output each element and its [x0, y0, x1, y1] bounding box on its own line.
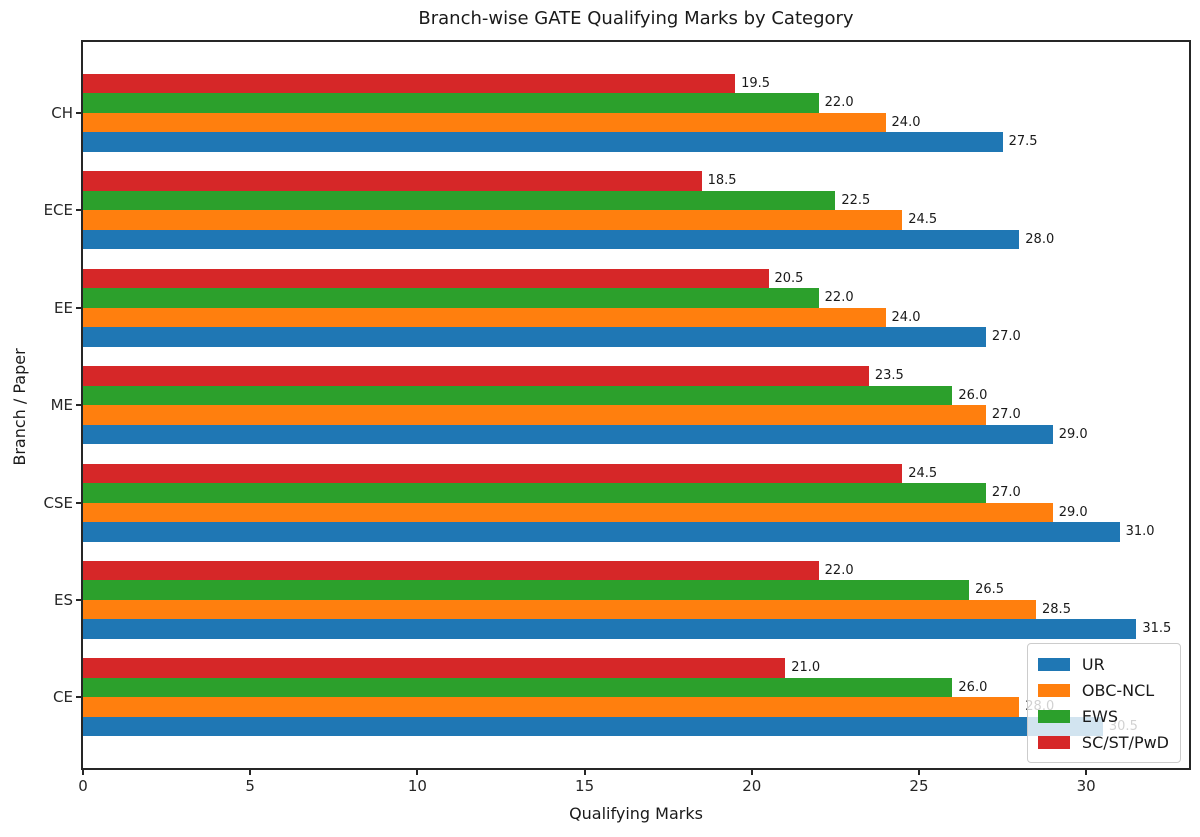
x-tick-label-0: 0 — [78, 777, 88, 795]
legend-row-UR: UR — [1037, 651, 1169, 677]
bar-OBC-NCL-CH — [83, 112, 886, 133]
bar-value-label: 24.5 — [908, 465, 938, 481]
y-tick-mark — [76, 404, 81, 407]
bar-value-label: 27.5 — [1008, 134, 1038, 150]
bar-EWS-ES — [83, 580, 970, 600]
x-tick-mark — [249, 770, 252, 775]
legend-swatch-UR — [1037, 657, 1070, 671]
bar-value-label: 27.0 — [991, 407, 1021, 423]
legend-swatch-SC/ST/PwD — [1037, 735, 1070, 749]
bar-OBC-NCL-CSE — [83, 502, 1053, 523]
chart-title: Branch-wise GATE Qualifying Marks by Cat… — [418, 8, 854, 29]
bar-UR-EE — [83, 327, 986, 347]
bar-EWS-CH — [83, 93, 819, 113]
bar-value-label: 28.0 — [1025, 231, 1055, 247]
y-tick-label-ECE: ECE — [43, 201, 73, 220]
bar-value-label: 22.0 — [824, 290, 854, 306]
x-tick-mark — [917, 770, 920, 775]
bar-value-label: 31.5 — [1142, 621, 1172, 637]
bar-EWS-ME — [83, 385, 953, 406]
x-axis-label: Qualifying Marks — [569, 804, 703, 823]
legend-swatch-OBC-NCL — [1037, 683, 1070, 697]
legend-row-OBC-NCL: OBC-NCL — [1037, 677, 1169, 703]
bar-EWS-EE — [83, 288, 819, 308]
bar-value-label: 24.5 — [908, 212, 938, 228]
bar-value-label: 26.0 — [958, 679, 988, 695]
bar-SC/ST/PwD-ME — [83, 366, 869, 386]
bar-value-label: 26.5 — [975, 582, 1005, 598]
bar-value-label: 27.0 — [991, 329, 1021, 345]
legend-label: EWS — [1081, 706, 1118, 726]
x-tick-mark — [416, 770, 419, 775]
bar-UR-CH — [83, 132, 1003, 152]
bar-value-label: 22.0 — [824, 95, 854, 111]
bar-UR-CE — [83, 716, 1103, 737]
y-tick-label-ME: ME — [50, 396, 73, 415]
y-tick-label-CH: CH — [51, 103, 73, 122]
bar-SC/ST/PwD-ES — [83, 561, 819, 581]
y-tick-mark — [76, 306, 81, 309]
x-tick-mark — [583, 770, 586, 775]
bar-EWS-ECE — [83, 190, 836, 211]
bar-OBC-NCL-EE — [83, 307, 886, 328]
bar-OBC-NCL-ECE — [83, 210, 903, 230]
legend-label: UR — [1081, 654, 1105, 674]
bar-SC/ST/PwD-CSE — [83, 463, 903, 484]
plot-area: UR OBC-NCL EWS SC/ST/PwD 19.5 22.0 24.0 27.5 18… — [81, 40, 1191, 770]
x-tick-label-5: 5 — [245, 777, 255, 795]
bar-SC/ST/PwD-CE — [83, 658, 786, 678]
y-tick-mark — [76, 501, 81, 504]
y-tick-label-CSE: CSE — [43, 493, 73, 512]
bar-UR-ME — [83, 424, 1053, 445]
y-tick-label-EE: EE — [54, 298, 73, 317]
legend-row-EWS: EWS — [1037, 703, 1169, 729]
y-tick-mark — [76, 598, 81, 601]
x-tick-label-10: 10 — [407, 777, 427, 795]
bar-value-label: 27.0 — [991, 485, 1021, 501]
legend-label: OBC-NCL — [1081, 680, 1155, 700]
bar-value-label: 31.0 — [1125, 524, 1155, 540]
bar-value-label: 22.0 — [824, 563, 854, 578]
bar-value-label: 19.5 — [741, 76, 771, 91]
x-tick-mark — [82, 770, 84, 775]
bar-value-label: 29.0 — [1058, 504, 1088, 520]
bar-value-label: 20.5 — [774, 270, 804, 286]
bar-OBC-NCL-ME — [83, 405, 986, 425]
x-tick-mark — [1085, 770, 1088, 775]
bar-OBC-NCL-ES — [83, 599, 1037, 620]
x-tick-mark — [750, 770, 753, 775]
bar-OBC-NCL-CE — [83, 697, 1020, 717]
bar-value-label: 26.0 — [958, 387, 988, 403]
bar-value-label: 24.0 — [891, 114, 921, 130]
y-tick-mark — [76, 209, 81, 212]
x-tick-label-15: 15 — [575, 777, 595, 795]
bar-UR-ES — [83, 619, 1137, 639]
bar-value-label: 18.5 — [707, 173, 737, 189]
bar-value-label: 24.0 — [891, 309, 921, 325]
bar-value-label: 21.0 — [791, 660, 821, 676]
y-tick-mark — [76, 696, 81, 699]
bar-SC/ST/PwD-CH — [83, 74, 736, 94]
bar-EWS-CE — [83, 677, 953, 698]
bar-SC/ST/PwD-ECE — [83, 171, 702, 191]
legend-swatch-EWS — [1037, 709, 1070, 723]
bar-EWS-CSE — [83, 483, 986, 503]
y-tick-label-CE: CE — [53, 688, 73, 707]
bar-UR-ECE — [83, 229, 1020, 250]
x-tick-label-20: 20 — [742, 777, 762, 795]
bar-SC/ST/PwD-EE — [83, 268, 769, 289]
x-tick-label-30: 30 — [1076, 777, 1096, 795]
bar-value-label: 28.5 — [1042, 601, 1071, 617]
bar-UR-CSE — [83, 522, 1120, 542]
bar-value-label: 23.5 — [874, 368, 904, 384]
bar-value-label: 29.0 — [1058, 426, 1088, 442]
y-tick-mark — [76, 111, 81, 114]
legend: UR OBC-NCL EWS SC/ST/PwD — [1026, 643, 1181, 763]
bar-value-label: 22.5 — [841, 192, 871, 208]
legend-row-SC/ST/PwD: SC/ST/PwD — [1037, 729, 1169, 755]
legend-label: SC/ST/PwD — [1081, 732, 1169, 752]
y-tick-label-ES: ES — [54, 590, 73, 609]
x-tick-label-25: 25 — [909, 777, 929, 795]
